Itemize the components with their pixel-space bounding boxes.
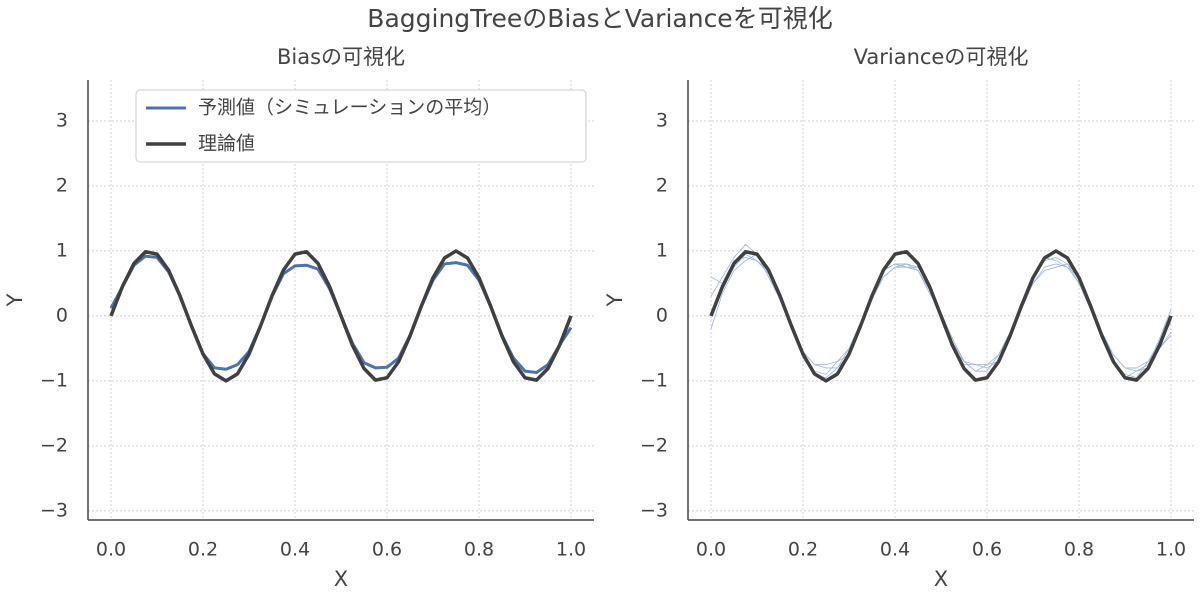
y-tick-label: 0 (656, 304, 668, 326)
y-tick-label: −1 (40, 369, 68, 391)
y-tick-label: −1 (640, 369, 668, 391)
chart-title: Biasの可視化 (277, 45, 405, 69)
y-tick-label: 3 (656, 109, 668, 131)
x-tick-label: 0.8 (1064, 539, 1094, 561)
x-tick-label: 0.8 (464, 539, 494, 561)
y-tick-label: −3 (640, 499, 668, 521)
series-line (710, 253, 1172, 369)
y-tick-label: −3 (40, 499, 68, 521)
y-tick-label: 3 (56, 109, 68, 131)
x-tick-label: 0.0 (696, 539, 726, 561)
series-line (709, 249, 1173, 383)
x-tick-label: 1.0 (556, 539, 586, 561)
y-tick-label: 1 (56, 239, 68, 261)
chart-title: Varianceの可視化 (854, 45, 1029, 69)
x-axis-label: X (934, 567, 948, 591)
x-tick-label: 0.2 (788, 539, 818, 561)
y-axis-label: Y (603, 293, 627, 307)
series-line (109, 249, 573, 383)
x-tick-label: 0.4 (280, 539, 310, 561)
y-tick-label: 2 (656, 174, 668, 196)
x-tick-label: 0.0 (96, 539, 126, 561)
legend-label: 理論値 (198, 133, 255, 155)
y-tick-label: −2 (640, 434, 668, 456)
y-tick-label: 1 (656, 239, 668, 261)
x-tick-label: 0.2 (188, 539, 218, 561)
x-tick-label: 0.6 (972, 539, 1002, 561)
x-axis-label: X (334, 567, 348, 591)
figure-title: BaggingTreeのBiasとVarianceを可視化 (367, 4, 832, 33)
x-tick-label: 0.6 (372, 539, 402, 561)
legend-box (135, 89, 587, 163)
legend-label: 予測値（シミュレーションの平均） (198, 97, 501, 119)
series-line (710, 244, 1172, 379)
y-tick-label: 0 (56, 304, 68, 326)
x-tick-label: 0.4 (880, 539, 910, 561)
y-axis-label: Y (3, 293, 27, 307)
y-tick-label: 2 (56, 174, 68, 196)
y-tick-label: −2 (40, 434, 68, 456)
x-tick-label: 1.0 (1156, 539, 1186, 561)
